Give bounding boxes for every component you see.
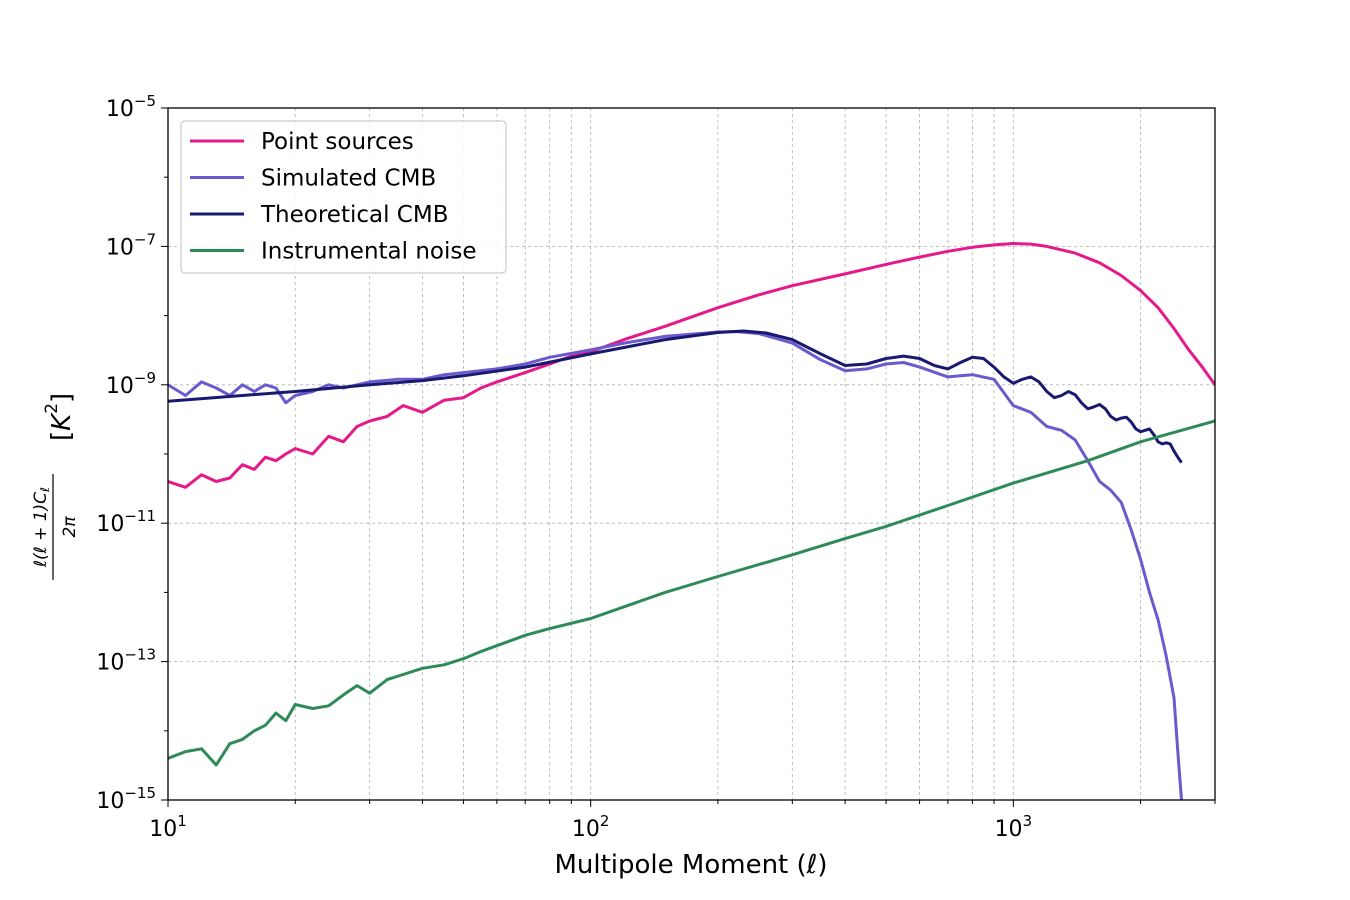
- series-line-4: [168, 419, 1215, 767]
- y-tick-label: 10−9: [106, 369, 156, 399]
- legend-label: Theoretical CMB: [260, 202, 448, 228]
- legend-label: Instrumental noise: [261, 239, 477, 265]
- x-tick-label: 102: [572, 812, 610, 842]
- svg-text:2π: 2π: [60, 516, 80, 538]
- series-line-2: [168, 330, 1184, 800]
- y-axis-label: ℓ(ℓ + 1)Cℓ 2π [K2]: [31, 393, 80, 580]
- y-tick-label: 10−5: [106, 92, 156, 122]
- y-tick-label: 10−11: [96, 507, 156, 537]
- legend-label: Point sources: [261, 129, 414, 155]
- y-tick-label: 10−15: [96, 784, 156, 814]
- series-line-3: [168, 329, 1183, 464]
- series-line-1: [168, 242, 1215, 489]
- y-tick-label: 10−7: [106, 230, 156, 260]
- legend-box: [180, 120, 507, 274]
- ticks: 101 102 103 10−15 10−13 10−11 10−9 10−7 10−5: [96, 92, 1216, 842]
- svg-text:[K2]: [K2]: [42, 393, 77, 441]
- svg-text:ℓ(ℓ + 1)Cℓ: ℓ(ℓ + 1)Cℓ: [31, 487, 52, 568]
- series-layer: [168, 242, 1215, 800]
- x-tick-label: 101: [149, 812, 187, 842]
- y-tick-label: 10−13: [96, 646, 156, 676]
- legend-label: Simulated CMB: [261, 166, 436, 192]
- x-tick-label: 103: [995, 812, 1033, 842]
- x-axis-label: Multipole Moment (ℓ): [554, 850, 827, 880]
- legend: Point sources Simulated CMB Theoretical CM…: [180, 120, 507, 274]
